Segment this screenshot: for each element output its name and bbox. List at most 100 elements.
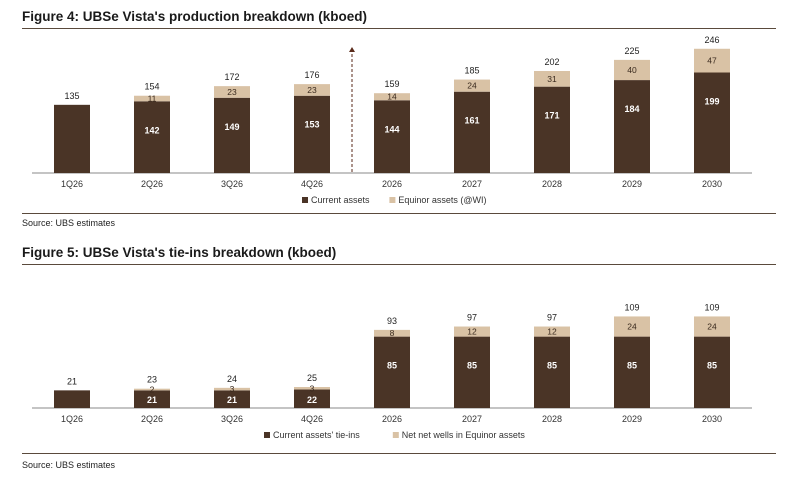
data-label-3Q26-series-1: 21 [227,395,237,405]
figure-4-title: Figure 4: UBSe Vista's production breakd… [22,9,368,24]
figure-5-source: Source: UBS estimates [22,460,116,470]
total-label-1Q26: 135 [64,91,79,101]
data-label-4Q26-series-1: 22 [307,395,317,405]
total-label-2027: 185 [464,66,479,76]
total-label-3Q26: 24 [227,374,237,384]
data-label-2028-series-2: 31 [547,74,557,84]
total-label-2029: 225 [624,46,639,56]
x-tick-label-2027: 2027 [462,179,482,189]
data-label-2029-series-1: 85 [627,361,637,371]
bar-2027-series-2 [454,79,490,92]
bar-4Q26-series-1 [294,389,330,408]
bar-2Q26-series-1 [134,390,170,408]
data-label-3Q26-series-1: 149 [224,122,239,132]
x-tick-label-2028: 2028 [542,179,562,189]
bar-4Q26-series-2 [294,387,330,390]
data-label-2030-series-1: 85 [707,361,717,371]
figure-4-chart: 135 1Q26 142 11 154 2Q26 149 23 172 3Q26 153 23 176 4… [32,35,752,205]
bar-2028-series-1 [534,336,570,408]
bar-2026-series-1 [374,336,410,408]
x-tick-label-2029: 2029 [622,414,642,424]
legend-swatch-series-2 [392,432,399,438]
x-tick-label-4Q26: 4Q26 [301,414,323,424]
bar-2029-series-1 [614,80,650,173]
data-label-2026-series-1: 85 [387,361,397,371]
data-label-4Q26-series-2: 23 [307,85,317,95]
bar-3Q26-series-2 [214,86,250,98]
bar-1Q26-series-1 [54,390,90,408]
x-tick-label-3Q26: 3Q26 [221,414,243,424]
legend-swatch-series-1 [302,197,308,203]
data-label-2Q26-series-2: 11 [148,94,157,104]
bar-2028-series-2 [534,70,570,87]
x-tick-label-4Q26: 4Q26 [301,179,323,189]
bar-2030-series-2 [694,48,730,73]
x-tick-label-2Q26: 2Q26 [141,414,163,424]
bar-1Q26-series-1 [54,104,90,173]
bar-2026-series-2 [374,329,410,337]
data-label-2029-series-2: 24 [627,322,637,332]
bar-2030-series-1 [694,72,730,173]
data-label-2Q26-series-1: 142 [144,125,159,135]
bar-3Q26-series-2 [214,387,250,391]
data-label-2030-series-2: 47 [707,56,717,66]
x-tick-label-2026: 2026 [382,179,402,189]
figure-5-title-rule [22,264,776,265]
bar-2026-series-2 [374,93,410,101]
data-label-2028-series-1: 171 [544,111,559,121]
bar-4Q26-series-2 [294,84,330,96]
bar-3Q26-series-1 [214,390,250,408]
bar-2Q26-series-2 [134,95,170,102]
data-label-2028-series-1: 85 [547,361,557,371]
x-tick-label-2030: 2030 [702,414,722,424]
data-label-3Q26-series-2: 23 [227,87,237,97]
x-tick-label-2029: 2029 [622,179,642,189]
bar-2028-series-1 [534,86,570,173]
data-label-2027-series-1: 85 [467,361,477,371]
figure-4-bottom-rule [22,213,776,214]
data-label-2026-series-2: 14 [387,92,397,102]
data-label-2028-series-2: 12 [547,327,557,337]
legend-swatch-series-1 [264,432,270,438]
legend-label-series-2: Net net wells in Equinor assets [402,430,526,440]
x-tick-label-2027: 2027 [462,414,482,424]
total-label-3Q26: 172 [224,72,239,82]
legend-label-series-2: Equinor assets (@WI) [398,195,486,205]
bar-2027-series-1 [454,336,490,408]
total-label-4Q26: 176 [304,70,319,80]
data-label-3Q26-series-2: 3 [230,384,235,394]
bar-2026-series-1 [374,100,410,173]
total-label-2026: 93 [387,316,397,326]
figure-5-chart: 211Q26212232Q26213243Q26223254Q268589320… [32,302,752,440]
bar-2029-series-2 [614,316,650,337]
data-label-2027-series-2: 12 [467,327,477,337]
data-label-2Q26-series-1: 21 [147,395,157,405]
figure-4-title-rule [22,28,776,29]
data-label-2030-series-1: 199 [704,97,719,107]
x-tick-label-1Q26: 1Q26 [61,179,83,189]
data-label-2026-series-1: 144 [384,124,399,134]
total-label-4Q26: 25 [307,373,317,383]
total-label-2028: 97 [547,313,557,323]
total-label-2028: 202 [544,57,559,67]
total-label-2029: 109 [624,302,639,312]
legend-label-series-1: Current assets' tie-ins [273,430,360,440]
bar-2030-series-2 [694,316,730,337]
data-label-2026-series-2: 8 [390,328,395,338]
legend-swatch-series-2 [389,197,396,203]
period-divider-arrow-icon [349,47,355,52]
bar-2029-series-1 [614,336,650,408]
total-label-2030: 246 [704,35,719,45]
legend-label-series-1: Current assets [311,195,370,205]
bar-3Q26-series-1 [214,97,250,173]
bar-2030-series-1 [694,336,730,408]
x-tick-label-3Q26: 3Q26 [221,179,243,189]
x-tick-label-2028: 2028 [542,414,562,424]
data-label-2029-series-1: 184 [624,104,639,114]
bar-2029-series-2 [614,59,650,81]
figure-5-title: Figure 5: UBSe Vista's tie-ins breakdown… [22,245,337,260]
data-label-4Q26-series-1: 153 [304,120,319,130]
x-tick-label-2030: 2030 [702,179,722,189]
data-label-2027-series-2: 24 [467,81,477,91]
total-label-2027: 97 [467,313,477,323]
